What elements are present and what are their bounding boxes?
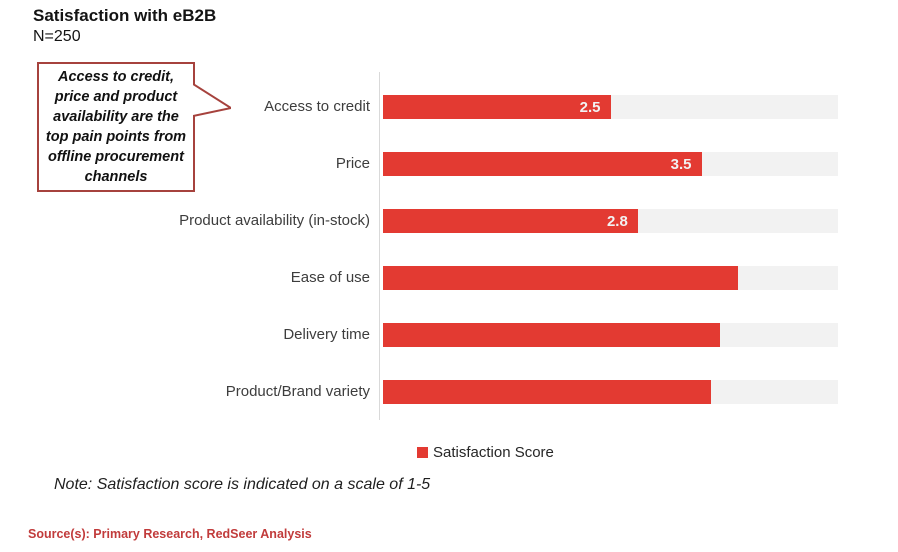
bar-track (383, 323, 838, 347)
category-label: Ease of use (290, 269, 370, 286)
bar-row: Product availability (in-stock) 2.8 (0, 209, 898, 233)
satisfaction-bar: 3.5 (383, 152, 702, 176)
callout-box: Access to credit, price and product avai… (37, 62, 195, 192)
chart-legend: Satisfaction Score (417, 444, 554, 461)
bar-value-label: 2.8 (606, 212, 628, 230)
satisfaction-bar: 2.8 (383, 209, 638, 233)
bar-row: Access to credit 2.5 (0, 95, 898, 119)
legend-swatch-icon (417, 447, 428, 458)
callout-pointer-icon (193, 83, 231, 117)
category-label: Access to credit (264, 98, 370, 115)
bar-chart: Access to credit 2.5 Price 3.5 Product a… (0, 72, 898, 424)
category-label: Product/Brand variety (225, 383, 370, 400)
page-title: Satisfaction with eB2B (33, 6, 217, 25)
bar-track: 2.5 (383, 95, 838, 119)
bar-row: Ease of use (0, 266, 898, 290)
bar-track (383, 380, 838, 404)
satisfaction-bar (383, 323, 720, 347)
satisfaction-bar (383, 266, 738, 290)
bar-value-label: 3.5 (670, 155, 692, 173)
chart-note: Note: Satisfaction score is indicated on… (54, 476, 431, 493)
callout-text: Access to credit, price and product avai… (45, 69, 187, 185)
bar-row: Product/Brand variety (0, 380, 898, 404)
source-attribution: Source(s): Primary Research, RedSeer Ana… (28, 527, 312, 541)
sample-size-label: N=250 (33, 28, 81, 45)
satisfaction-bar: 2.5 (383, 95, 611, 119)
category-label: Delivery time (283, 326, 370, 343)
category-label: Product availability (in-stock) (179, 212, 370, 229)
bar-row: Delivery time (0, 323, 898, 347)
category-label: Price (335, 155, 370, 172)
satisfaction-bar (383, 380, 711, 404)
bar-track: 3.5 (383, 152, 838, 176)
bar-track: 2.8 (383, 209, 838, 233)
bar-row: Price 3.5 (0, 152, 898, 176)
legend-label: Satisfaction Score (433, 444, 554, 461)
bar-value-label: 2.5 (579, 98, 601, 116)
y-axis-line (379, 72, 380, 420)
bar-track (383, 266, 838, 290)
